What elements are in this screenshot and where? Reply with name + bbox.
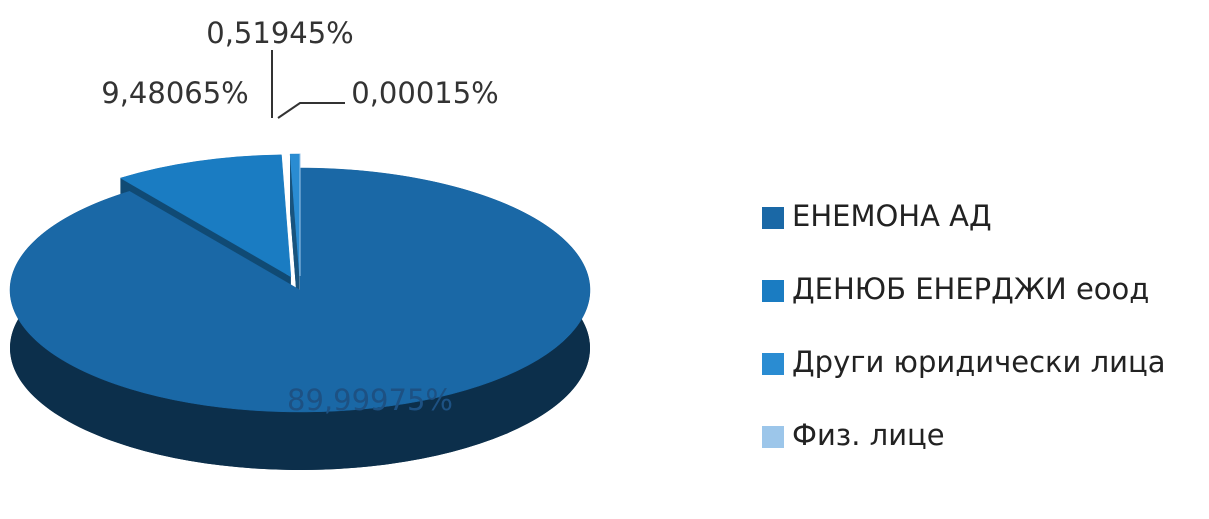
legend-label: Други юридически лица (792, 345, 1166, 379)
data-label: 9,48065% (101, 76, 248, 110)
legend-label: ДЕНЮБ ЕНЕРДЖИ еоод (792, 272, 1149, 306)
leader-line (278, 103, 345, 118)
legend-swatch (762, 207, 784, 229)
legend-label: ЕНЕМОНА АД (792, 199, 992, 233)
legend-label: Физ. лице (792, 418, 945, 452)
legend-swatch (762, 353, 784, 375)
data-label: 0,00015% (351, 76, 498, 110)
legend-swatch (762, 426, 784, 448)
legend-swatch (762, 280, 784, 302)
data-label: 89,99975% (287, 383, 453, 417)
data-label: 0,51945% (206, 16, 353, 50)
